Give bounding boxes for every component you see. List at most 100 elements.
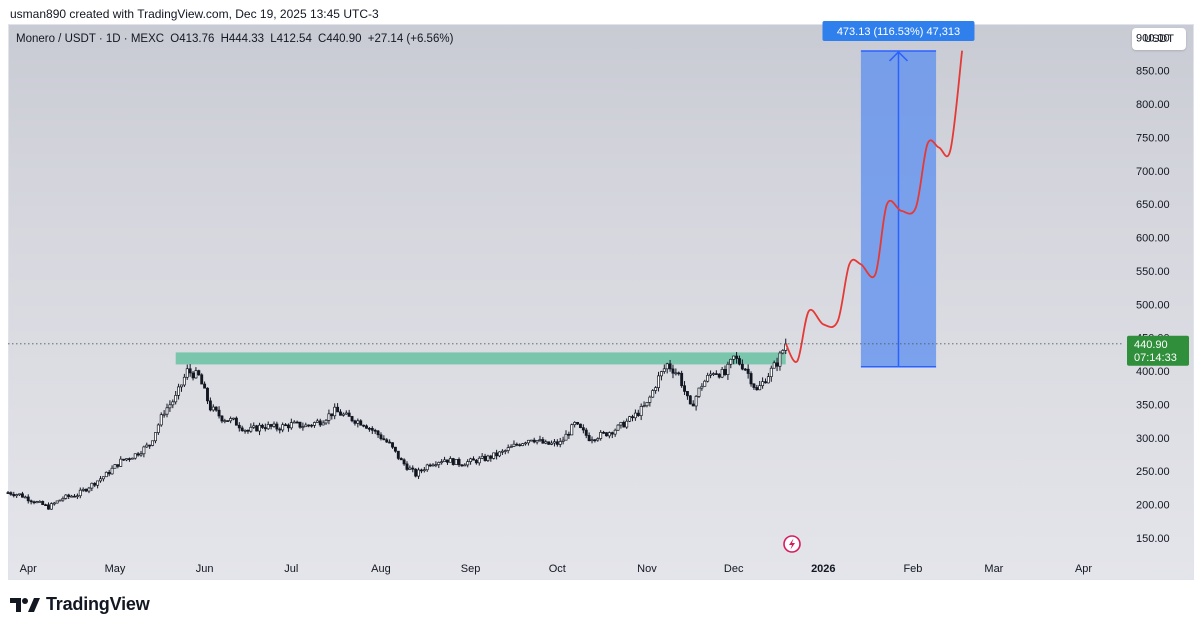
- candle: [81, 487, 85, 492]
- candle: [419, 468, 423, 474]
- candle-body: [6, 492, 10, 494]
- alert-icon[interactable]: [783, 535, 801, 553]
- candle: [396, 450, 400, 461]
- candle-body: [58, 499, 62, 502]
- y-tick-label: 800.00: [1136, 99, 1170, 111]
- candle-body: [671, 368, 675, 374]
- chart-credit: usman890 created with TradingView.com, D…: [10, 7, 379, 21]
- candle-body: [422, 469, 426, 472]
- candle: [486, 454, 490, 462]
- candle-body: [393, 446, 397, 452]
- candle-body: [206, 387, 209, 402]
- candle-body: [764, 381, 767, 384]
- candle-body: [518, 444, 522, 447]
- candle: [220, 415, 224, 424]
- candle: [622, 420, 626, 428]
- candle-body: [405, 463, 409, 470]
- tradingview-logo-icon: [10, 597, 40, 612]
- candle: [223, 418, 227, 424]
- candle-body: [255, 425, 259, 432]
- candle: [558, 437, 562, 448]
- candle-body: [330, 413, 334, 417]
- candle: [341, 412, 345, 417]
- candle-body: [555, 441, 559, 445]
- chart-panel[interactable]: [8, 24, 1194, 580]
- candle-body: [417, 469, 420, 477]
- candle: [512, 440, 516, 447]
- candle: [665, 362, 669, 374]
- x-tick-label: 2026: [811, 563, 835, 575]
- candle-body: [275, 423, 279, 430]
- candle-body: [301, 426, 305, 429]
- candle-body: [402, 459, 406, 465]
- candle-body: [26, 496, 30, 502]
- tradingview-wordmark: TradingView: [46, 594, 150, 614]
- candle-body: [162, 413, 166, 416]
- candle: [425, 463, 429, 472]
- candle: [633, 409, 637, 421]
- currency-button[interactable]: USDT: [1132, 28, 1186, 50]
- candle: [154, 432, 157, 444]
- candle-body: [284, 424, 288, 427]
- candle-body: [541, 439, 545, 444]
- candle-body: [295, 421, 299, 424]
- candle-body: [243, 429, 247, 432]
- candle: [581, 424, 585, 434]
- candle-body: [685, 391, 689, 397]
- candle-body: [336, 406, 340, 413]
- candle-body: [203, 383, 207, 389]
- candle: [735, 352, 739, 364]
- candle: [489, 454, 493, 462]
- candle: [602, 430, 606, 434]
- candle-body: [41, 501, 45, 505]
- candle-body: [139, 453, 143, 456]
- candle: [333, 403, 337, 420]
- candle-body: [281, 424, 285, 431]
- candle: [388, 439, 392, 444]
- candle-body: [278, 428, 282, 431]
- candle: [246, 429, 250, 434]
- candle: [15, 493, 19, 498]
- candle: [292, 420, 296, 424]
- candle-body: [373, 429, 377, 432]
- candle-body: [535, 440, 539, 443]
- candle: [226, 420, 230, 422]
- y-tick-label: 750.00: [1136, 132, 1170, 144]
- candle-body: [382, 438, 386, 441]
- candle-body: [324, 419, 328, 424]
- candle-body: [633, 412, 637, 419]
- candle-body: [532, 439, 536, 443]
- candle-body: [489, 455, 493, 459]
- candle: [180, 384, 183, 392]
- candle-body: [622, 421, 626, 428]
- ohlc-close: C440.90: [318, 33, 362, 45]
- candle-body: [665, 363, 669, 370]
- y-tick-label: 550.00: [1136, 266, 1170, 278]
- candle: [778, 350, 782, 371]
- candle: [483, 453, 487, 462]
- candle: [376, 429, 380, 438]
- candle-body: [712, 373, 715, 375]
- ohlc-high: H444.33: [220, 33, 265, 45]
- candle-body: [47, 504, 50, 510]
- candle: [477, 456, 481, 466]
- candle-body: [697, 387, 701, 397]
- candle: [417, 467, 420, 479]
- candle-body: [657, 375, 660, 388]
- candle-body: [680, 372, 684, 387]
- x-tick-label: Dec: [724, 563, 744, 575]
- candle-body: [214, 406, 218, 411]
- candle-body: [266, 424, 270, 430]
- candle: [318, 418, 322, 427]
- candle: [515, 442, 519, 447]
- candle: [561, 436, 565, 445]
- candle-body: [333, 406, 337, 417]
- candle: [339, 409, 342, 416]
- candle-body: [362, 424, 366, 427]
- candle-body: [428, 464, 432, 467]
- candle: [171, 399, 175, 409]
- candle-body: [425, 464, 429, 471]
- candle-body: [703, 380, 707, 387]
- candle: [761, 377, 765, 389]
